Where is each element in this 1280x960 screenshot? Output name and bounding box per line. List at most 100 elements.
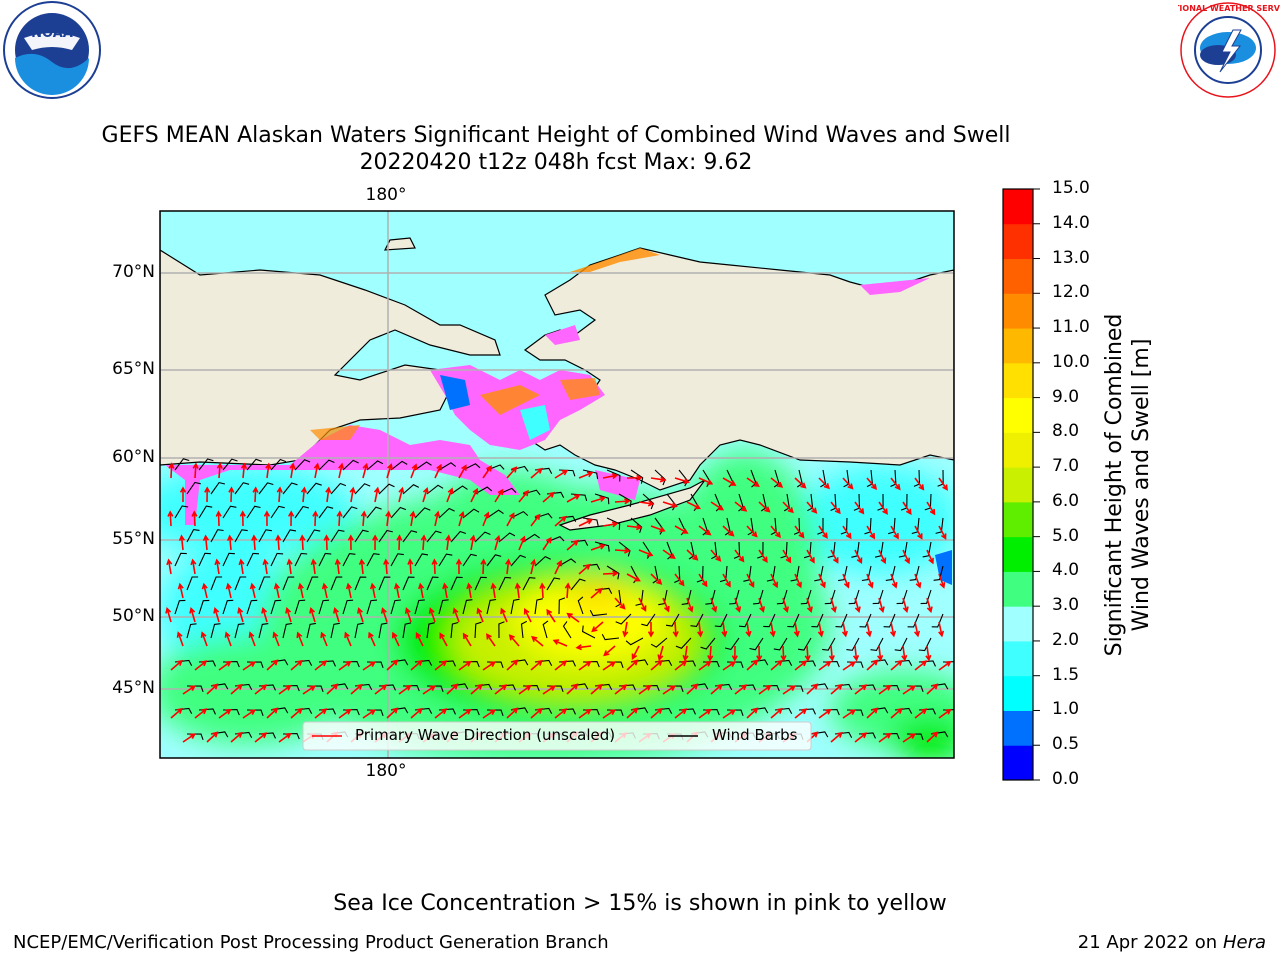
colorbar-tick-label: 15.0 [1052,178,1090,198]
wave-arrow [638,684,652,695]
wind-barb [570,578,586,591]
wave-arrow [650,476,667,483]
colorbar-band [1003,675,1033,711]
wave-arrow [758,549,768,563]
wave-arrow [254,684,268,695]
lat-label-65: 65°N [112,359,155,379]
wave-arrow [357,607,364,623]
wave-arrow [530,707,543,719]
wind-barb [378,576,391,591]
wave-arrow [338,462,345,479]
wave-arrow [566,539,579,551]
footer-branch: NCEP/EMC/Verification Post Processing Pr… [13,932,609,953]
colorbar-band [1003,710,1033,746]
wave-arrow [286,558,293,575]
wave-arrow [482,465,492,479]
wind-barb [402,484,420,495]
wind-barb [658,589,668,606]
wind-barb [606,469,621,482]
wave-arrow [418,582,425,599]
wave-arrow [230,683,243,695]
wave-arrow [323,534,330,551]
wave-arrow [818,573,826,589]
wave-arrow [782,549,792,564]
wind-barb [438,462,457,471]
wave-arrow [554,469,569,479]
wave-arrow [698,708,712,719]
wind-barb [234,623,245,639]
wind-barb [246,505,261,519]
wind-barb [426,576,439,591]
wind-barb [390,506,407,519]
wave-arrow [506,707,519,719]
colorbar-band [1003,293,1033,329]
wave-arrow [265,462,272,479]
wind-barb [594,541,610,552]
wave-arrow [434,510,441,527]
wind-barb [414,461,432,471]
wave-arrow [272,631,280,647]
wave-arrow [866,707,879,719]
wave-arrow [698,477,714,485]
wave-arrow [794,477,807,489]
wave-arrow [446,683,459,695]
wind-barb [589,610,608,617]
wave-arrow [746,707,759,719]
wave-arrow [662,597,670,613]
wave-arrow [707,645,714,662]
wave-arrow [566,612,580,623]
wind-barb [522,533,540,543]
wind-barb [366,460,384,471]
wave-arrow [165,607,172,623]
wave-arrow [338,708,352,719]
wave-arrow [263,510,271,527]
footer-host: Hera [1222,932,1266,953]
wave-arrow [262,558,269,575]
wind-barb [210,481,226,495]
wave-arrow [409,510,416,527]
wind-barb [859,613,872,628]
wave-arrow [914,660,928,671]
wave-arrow [398,486,405,503]
wave-arrow [514,582,521,599]
wind-barb [558,597,566,615]
wind-barb [270,552,284,567]
wave-arrow [273,582,280,599]
wind-barb [752,589,764,605]
wave-arrow [410,707,423,719]
wind-barb [414,507,431,519]
wave-arrow [662,549,676,559]
wave-arrow [731,645,738,662]
wind-barb [378,529,393,543]
wave-arrow [383,558,390,575]
wind-barb [390,553,404,567]
wind-barb [222,599,234,615]
wave-arrow [890,659,903,671]
wind-barb [282,529,297,543]
wave-arrow [434,660,448,671]
wave-arrow [913,621,921,638]
wave-arrow [393,582,401,599]
wind-barb [848,589,860,605]
wave-arrow [518,535,526,551]
wind-barb [918,637,932,652]
wind-barb [738,493,744,512]
wave-arrow [818,660,832,671]
wind-barb [666,541,673,560]
wave-arrow [177,582,184,599]
wave-arrow [486,633,496,647]
wave-arrow [650,525,666,533]
wind-barb [498,621,505,639]
wave-arrow [926,683,939,695]
wind-barb [306,482,322,495]
wave-arrow [578,518,594,527]
wind-barb [210,623,221,639]
wave-arrow [410,659,423,671]
wave-arrow [890,573,898,589]
wave-arrow [300,486,308,503]
wave-arrow [350,683,363,695]
wind-barb [354,529,369,543]
colorbar-tick-label: 2.0 [1052,629,1080,650]
wave-arrow [590,587,603,599]
